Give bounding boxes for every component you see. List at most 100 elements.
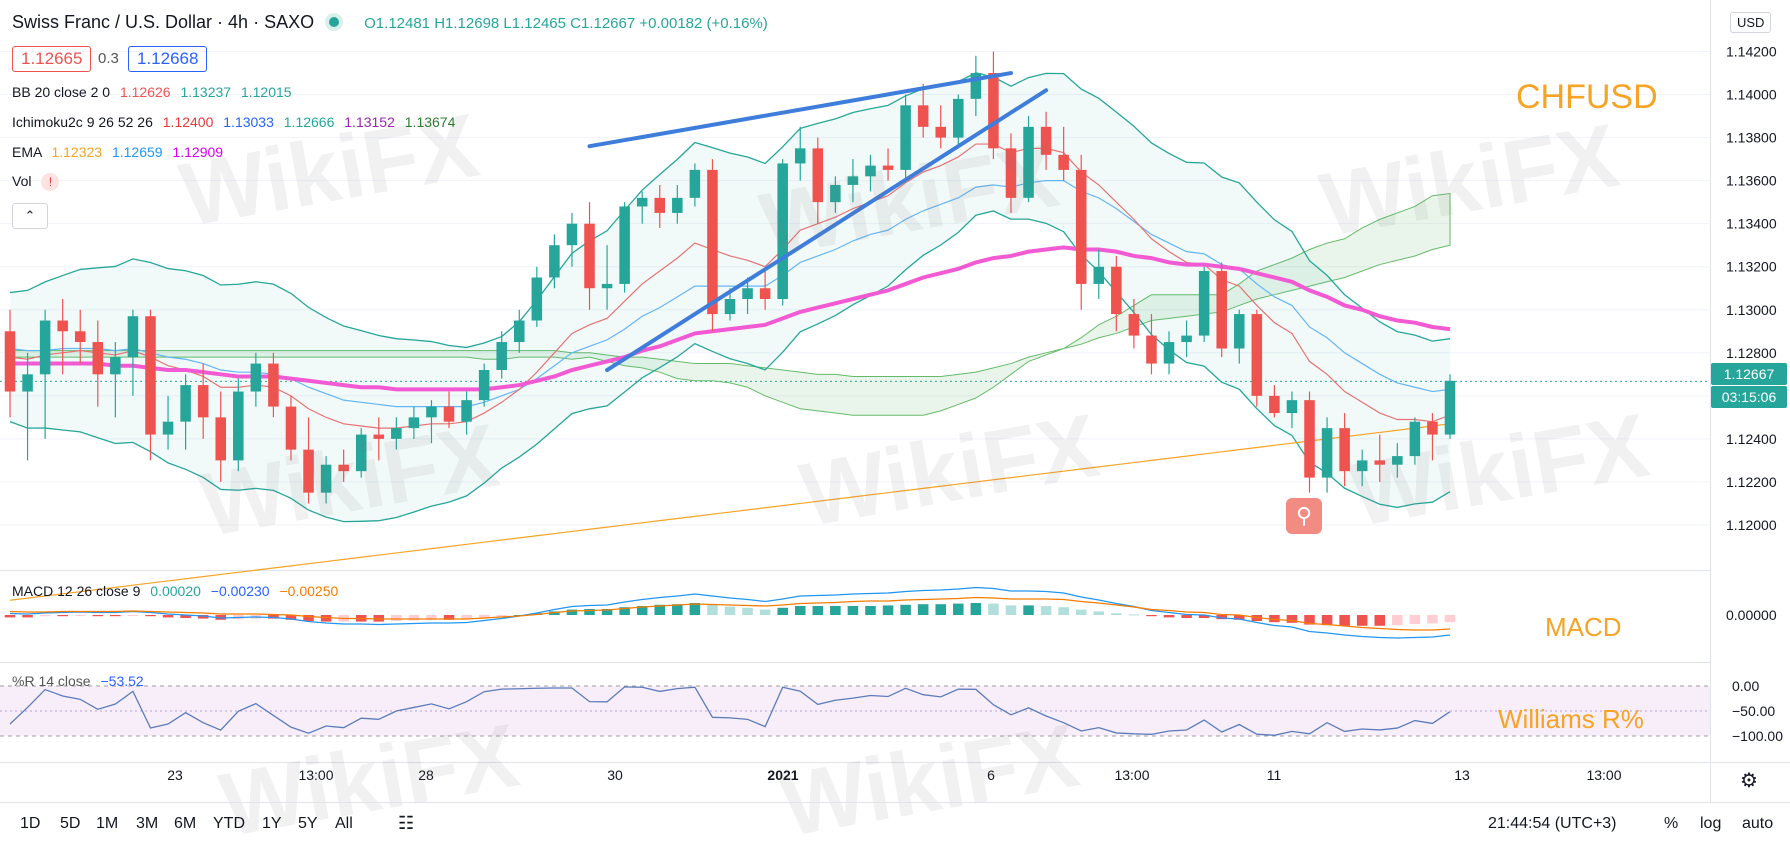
log-scale-button[interactable]: log — [1700, 815, 1722, 832]
candle[interactable] — [110, 342, 121, 418]
candle[interactable] — [636, 191, 648, 224]
warning-icon[interactable]: ! — [41, 173, 60, 191]
candle[interactable] — [1409, 417, 1421, 465]
symbol-name[interactable]: Swiss Franc / U.S. Dollar — [12, 12, 213, 32]
candle[interactable] — [443, 391, 455, 429]
candle[interactable] — [391, 417, 402, 450]
macd-legend[interactable]: MACD 12 26 close 9 0.00020 −0.00230 −0.0… — [12, 583, 338, 599]
candle[interactable] — [1427, 413, 1438, 461]
candle[interactable] — [180, 374, 191, 450]
candle[interactable] — [408, 406, 420, 439]
collapse-legend-button[interactable]: ⌃ — [12, 203, 48, 229]
range-1y-button[interactable]: 1Y — [262, 815, 282, 832]
candle[interactable] — [1234, 309, 1245, 364]
range-ytd-button[interactable]: YTD — [213, 815, 245, 832]
range-1m-button[interactable]: 1M — [96, 815, 119, 832]
candle[interactable] — [953, 94, 964, 149]
candle[interactable] — [74, 309, 86, 364]
candle[interactable] — [514, 309, 525, 353]
candle[interactable] — [742, 277, 753, 315]
candle[interactable] — [496, 331, 507, 379]
currency-button[interactable]: USD — [1730, 12, 1772, 33]
candle[interactable] — [1023, 116, 1034, 203]
range-5d-button[interactable]: 5D — [60, 815, 81, 832]
candle[interactable] — [57, 299, 68, 375]
candle[interactable] — [145, 309, 156, 461]
candle[interactable] — [478, 363, 490, 407]
buy-price-button[interactable]: 1.12668 — [128, 46, 208, 72]
candle[interactable] — [373, 417, 385, 461]
candle[interactable] — [1093, 249, 1105, 299]
candle[interactable] — [1163, 331, 1175, 375]
candle[interactable] — [127, 309, 139, 396]
wr-legend[interactable]: %R 14 close −53.52 — [12, 673, 144, 689]
candle[interactable] — [917, 83, 929, 138]
candle[interactable] — [935, 105, 946, 149]
candle[interactable] — [355, 428, 367, 478]
candle[interactable] — [303, 417, 314, 504]
candle[interactable] — [549, 234, 560, 289]
interval[interactable]: 4h — [228, 12, 249, 32]
auto-scale-button[interactable]: auto — [1742, 815, 1774, 832]
candle[interactable] — [1075, 154, 1087, 310]
candle[interactable] — [1040, 111, 1052, 170]
trendline-lower[interactable] — [605, 88, 1049, 373]
candle[interactable] — [1111, 255, 1122, 332]
candle[interactable] — [162, 395, 174, 450]
candle[interactable] — [338, 449, 349, 482]
vol-legend[interactable]: Vol ! — [12, 173, 60, 191]
symbol-header[interactable]: Swiss Franc / U.S. Dollar · 4h · SAXO O1… — [12, 12, 768, 32]
candle[interactable] — [461, 391, 472, 435]
candle[interactable] — [865, 154, 876, 192]
range-1d-button[interactable]: 1D — [20, 815, 41, 832]
candle[interactable] — [1286, 391, 1298, 429]
candle[interactable] — [1216, 262, 1227, 358]
candle[interactable] — [988, 51, 999, 160]
candle[interactable] — [970, 55, 982, 117]
candle[interactable] — [601, 245, 613, 310]
candle[interactable] — [22, 352, 33, 461]
candle[interactable] — [759, 271, 771, 310]
candle[interactable] — [92, 320, 104, 407]
bb-legend[interactable]: BB 20 close 2 0 1.12626 1.13237 1.12015 — [12, 84, 292, 100]
range-3m-button[interactable]: 3M — [136, 815, 159, 832]
candle[interactable] — [1198, 266, 1210, 343]
sell-price-button[interactable]: 1.12665 — [12, 46, 92, 72]
gear-icon[interactable]: ⚙ — [1740, 770, 1758, 792]
range-5y-button[interactable]: 5Y — [298, 815, 318, 832]
candle[interactable] — [285, 395, 297, 461]
candle[interactable] — [4, 309, 16, 418]
candle[interactable] — [1269, 385, 1280, 418]
candle[interactable] — [847, 159, 859, 203]
candle[interactable] — [672, 184, 683, 224]
candle[interactable] — [320, 456, 332, 504]
search-icon[interactable]: ⚲ — [1286, 498, 1322, 534]
candle[interactable] — [1251, 309, 1263, 407]
candle[interactable] — [777, 159, 788, 306]
candle[interactable] — [566, 212, 578, 267]
candle[interactable] — [233, 378, 244, 472]
candle[interactable] — [830, 176, 841, 213]
ema-legend[interactable]: EMA 1.12323 1.12659 1.12909 — [12, 144, 223, 160]
candle[interactable] — [197, 363, 209, 439]
candle[interactable] — [1128, 299, 1140, 349]
candle[interactable] — [812, 137, 824, 224]
ichimoku-legend[interactable]: Ichimoku2c 9 26 52 26 1.12400 1.13033 1.… — [12, 114, 455, 130]
candle[interactable] — [689, 163, 701, 207]
candle[interactable] — [1181, 320, 1192, 358]
candle[interactable] — [1339, 413, 1350, 487]
candle[interactable] — [1374, 434, 1386, 482]
candle[interactable] — [1444, 374, 1456, 439]
candle[interactable] — [619, 202, 630, 293]
candle[interactable] — [900, 94, 911, 181]
range-all-button[interactable]: All — [335, 815, 353, 832]
candle[interactable] — [1321, 417, 1333, 493]
candle[interactable] — [1058, 126, 1069, 181]
clock-label[interactable]: 21:44:54 (UTC+3) — [1488, 815, 1617, 832]
candle[interactable] — [882, 148, 894, 181]
candle[interactable] — [1304, 391, 1315, 493]
candle[interactable] — [1146, 314, 1157, 375]
candle[interactable] — [1005, 133, 1017, 213]
